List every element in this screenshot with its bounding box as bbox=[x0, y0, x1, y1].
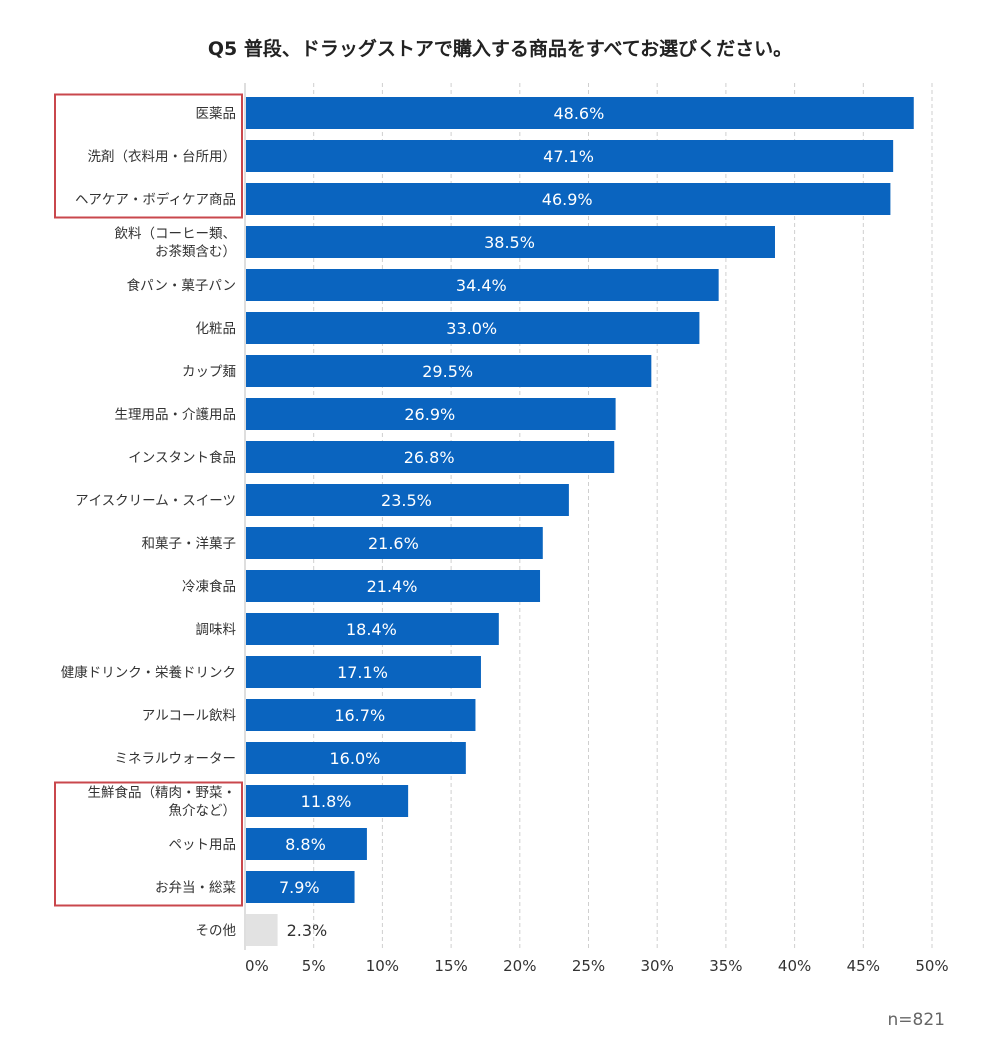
bar bbox=[246, 656, 481, 688]
bar bbox=[246, 140, 894, 172]
value-label: 18.4% bbox=[346, 620, 397, 639]
x-tick-label: 35% bbox=[709, 957, 742, 975]
highlight-box bbox=[54, 781, 243, 907]
chart-title: Q5 普段、ドラッグストアで購入する商品をすべてお選びください。 bbox=[207, 38, 793, 60]
value-label: 2.3% bbox=[287, 921, 328, 940]
category-label: 生鮮食品（精肉・野菜・魚介など） bbox=[88, 784, 237, 819]
x-axis-ticks: 0% 5% 10% 15% 20% 25% 30% 35% 40% 45% 50% bbox=[245, 957, 949, 975]
category-label: 洗剤（衣料用・台所用） bbox=[88, 149, 237, 165]
category-label: 食パン・菓子パン bbox=[127, 277, 236, 294]
value-label: 16.0% bbox=[330, 749, 381, 768]
bar bbox=[246, 785, 409, 817]
bar bbox=[246, 269, 719, 301]
bar bbox=[246, 871, 355, 903]
x-tick-label: 20% bbox=[503, 957, 536, 975]
value-label: 11.8% bbox=[301, 792, 352, 811]
value-label: 33.0% bbox=[446, 319, 497, 338]
value-label: 38.5% bbox=[484, 233, 535, 252]
category-label: 健康ドリンク・栄養ドリンク bbox=[61, 664, 236, 681]
value-label: 7.9% bbox=[279, 878, 320, 897]
x-tick-label: 45% bbox=[847, 957, 880, 975]
category-label: その他 bbox=[196, 923, 237, 939]
category-label: インスタント食品 bbox=[128, 449, 236, 466]
value-label: 26.8% bbox=[404, 448, 455, 467]
value-label: 17.1% bbox=[337, 663, 388, 682]
bar bbox=[246, 828, 367, 860]
bars: 48.6% 47.1% 46.9% 38.5% 34.4% 33.0% 29.5% 26.9%… bbox=[246, 97, 914, 946]
bar bbox=[246, 527, 543, 559]
bar bbox=[246, 484, 569, 516]
x-tick-label: 0% bbox=[245, 957, 269, 975]
bar bbox=[246, 742, 466, 774]
bar bbox=[246, 570, 541, 602]
category-label: 冷凍食品 bbox=[182, 578, 236, 595]
bar bbox=[246, 97, 914, 129]
category-label: 生理用品・介護用品 bbox=[115, 407, 237, 423]
bar bbox=[246, 613, 499, 645]
x-tick-label: 15% bbox=[434, 957, 467, 975]
bar bbox=[246, 226, 775, 258]
category-label: 飲料（コーヒー類、お茶類含む） bbox=[115, 226, 237, 260]
bar bbox=[246, 441, 615, 473]
category-label: 調味料 bbox=[196, 622, 237, 638]
value-label: 34.4% bbox=[456, 276, 507, 295]
bar bbox=[246, 355, 652, 387]
value-label: 46.9% bbox=[542, 190, 593, 209]
value-label: 48.6% bbox=[553, 104, 604, 123]
value-label: 26.9% bbox=[404, 405, 455, 424]
x-tick-label: 5% bbox=[302, 957, 326, 975]
highlight-boxes bbox=[54, 93, 243, 907]
bar bbox=[246, 699, 476, 731]
value-label: 29.5% bbox=[422, 362, 473, 381]
category-label: アルコール飲料 bbox=[142, 708, 237, 724]
highlight-box bbox=[54, 93, 243, 219]
x-tick-label: 25% bbox=[572, 957, 605, 975]
value-label: 8.8% bbox=[285, 835, 326, 854]
category-label: お弁当・総菜 bbox=[155, 880, 236, 896]
category-label: カップ麺 bbox=[182, 364, 236, 380]
category-label: 和菓子・洋菓子 bbox=[142, 536, 237, 552]
bar bbox=[246, 312, 700, 344]
category-label: ペット用品 bbox=[169, 837, 237, 853]
value-label: 21.6% bbox=[368, 534, 419, 553]
category-label: 化粧品 bbox=[196, 321, 237, 337]
value-label: 47.1% bbox=[543, 147, 594, 166]
x-tick-label: 30% bbox=[641, 957, 674, 975]
x-tick-label: 10% bbox=[366, 957, 399, 975]
value-label: 21.4% bbox=[367, 577, 418, 596]
bar bbox=[246, 398, 616, 430]
category-label: ヘアケア・ボディケア商品 bbox=[75, 191, 236, 208]
x-tick-label: 50% bbox=[915, 957, 948, 975]
bar bbox=[246, 914, 278, 946]
bar bbox=[246, 183, 891, 215]
x-tick-label: 40% bbox=[778, 957, 811, 975]
category-label: アイスクリーム・スイーツ bbox=[75, 493, 236, 509]
category-label: ミネラルウォーター bbox=[115, 751, 237, 767]
sample-size-label: n=821 bbox=[887, 1010, 945, 1030]
category-label: 医薬品 bbox=[196, 106, 237, 122]
value-label: 16.7% bbox=[334, 706, 385, 725]
value-label: 23.5% bbox=[381, 491, 432, 510]
